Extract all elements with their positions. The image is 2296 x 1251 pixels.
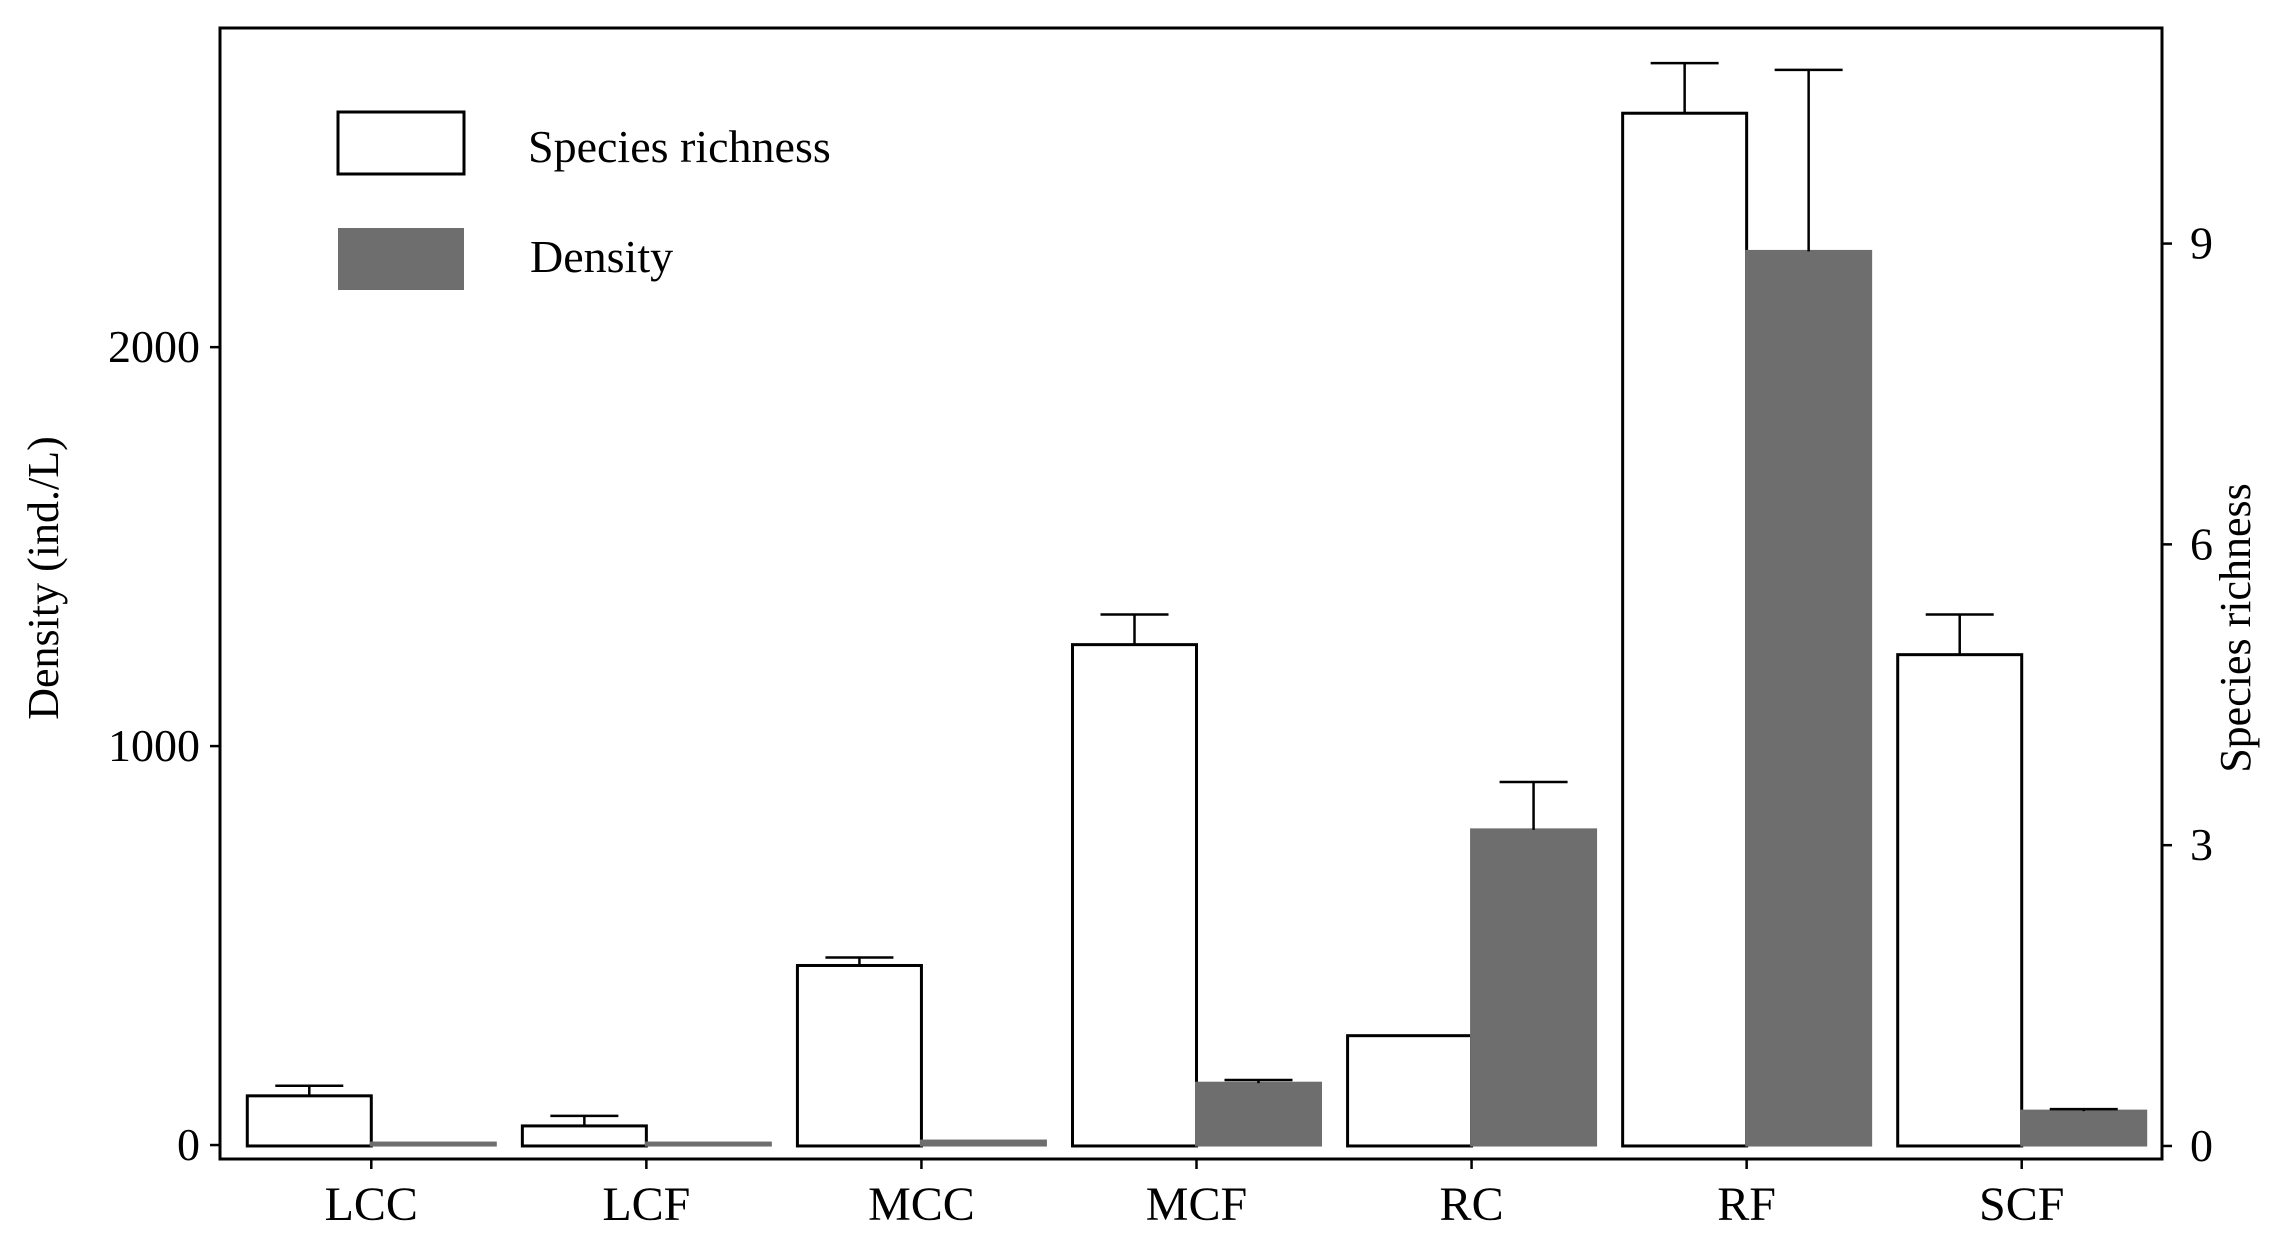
plot-frame: [218, 26, 2164, 1161]
bar-density-scf: [2020, 1109, 2148, 1147]
bar-species-richness-lcc: [245, 1094, 373, 1148]
axes-layer: LCC LCF MCC MCF RC RF SCF 0 1000 2000 0 3 6 9: [108, 218, 2213, 1231]
x-tick-label-mcf: MCF: [1146, 1178, 1247, 1231]
bar-species-richness-scf: [1896, 653, 2024, 1148]
x-tick-label-lcc: LCC: [325, 1178, 418, 1231]
legend-swatch-density: [338, 228, 464, 290]
bar-density-lcc: [369, 1141, 497, 1147]
bar-species-richness-mcf: [1071, 643, 1199, 1148]
bar-density-rf: [1745, 249, 1873, 1147]
bar-species-richness-mcc: [795, 963, 923, 1148]
y2-axis-title: Species richness: [2211, 483, 2260, 773]
x-tick-label-mcc: MCC: [868, 1178, 975, 1231]
y-axis-title: Density (ind./L): [19, 436, 68, 720]
y2-tick-label-3: 3: [2190, 819, 2213, 870]
y-tick-label-2000: 2000: [108, 321, 200, 372]
bar-density-mcf: [1195, 1081, 1323, 1147]
y2-tick-label-0: 0: [2190, 1120, 2213, 1171]
y-tick-label-0: 0: [177, 1119, 200, 1170]
x-tick-label-scf: SCF: [1979, 1178, 2064, 1231]
bar-species-richness-rc: [1346, 1034, 1474, 1148]
x-tick-label-rf: RF: [1717, 1178, 1776, 1231]
bar-density-mcc: [919, 1139, 1047, 1147]
legend-label-density: Density: [530, 231, 673, 282]
y2-tick-label-6: 6: [2190, 518, 2213, 569]
bar-species-richness-rf: [1621, 111, 1749, 1148]
x-tick-label-lcf: LCF: [602, 1178, 690, 1231]
bars-layer: [245, 61, 2148, 1148]
bar-density-rc: [1470, 828, 1598, 1147]
legend-label-species-richness: Species richness: [528, 121, 831, 172]
y2-tick-label-9: 9: [2190, 218, 2213, 269]
x-tick-label-rc: RC: [1440, 1178, 1504, 1231]
bar-species-richness-lcf: [520, 1124, 648, 1148]
legend: Species richness Density: [336, 110, 831, 290]
y-tick-label-1000: 1000: [108, 720, 200, 771]
legend-swatch-species-richness: [336, 110, 466, 176]
bar-density-lcf: [644, 1141, 772, 1147]
